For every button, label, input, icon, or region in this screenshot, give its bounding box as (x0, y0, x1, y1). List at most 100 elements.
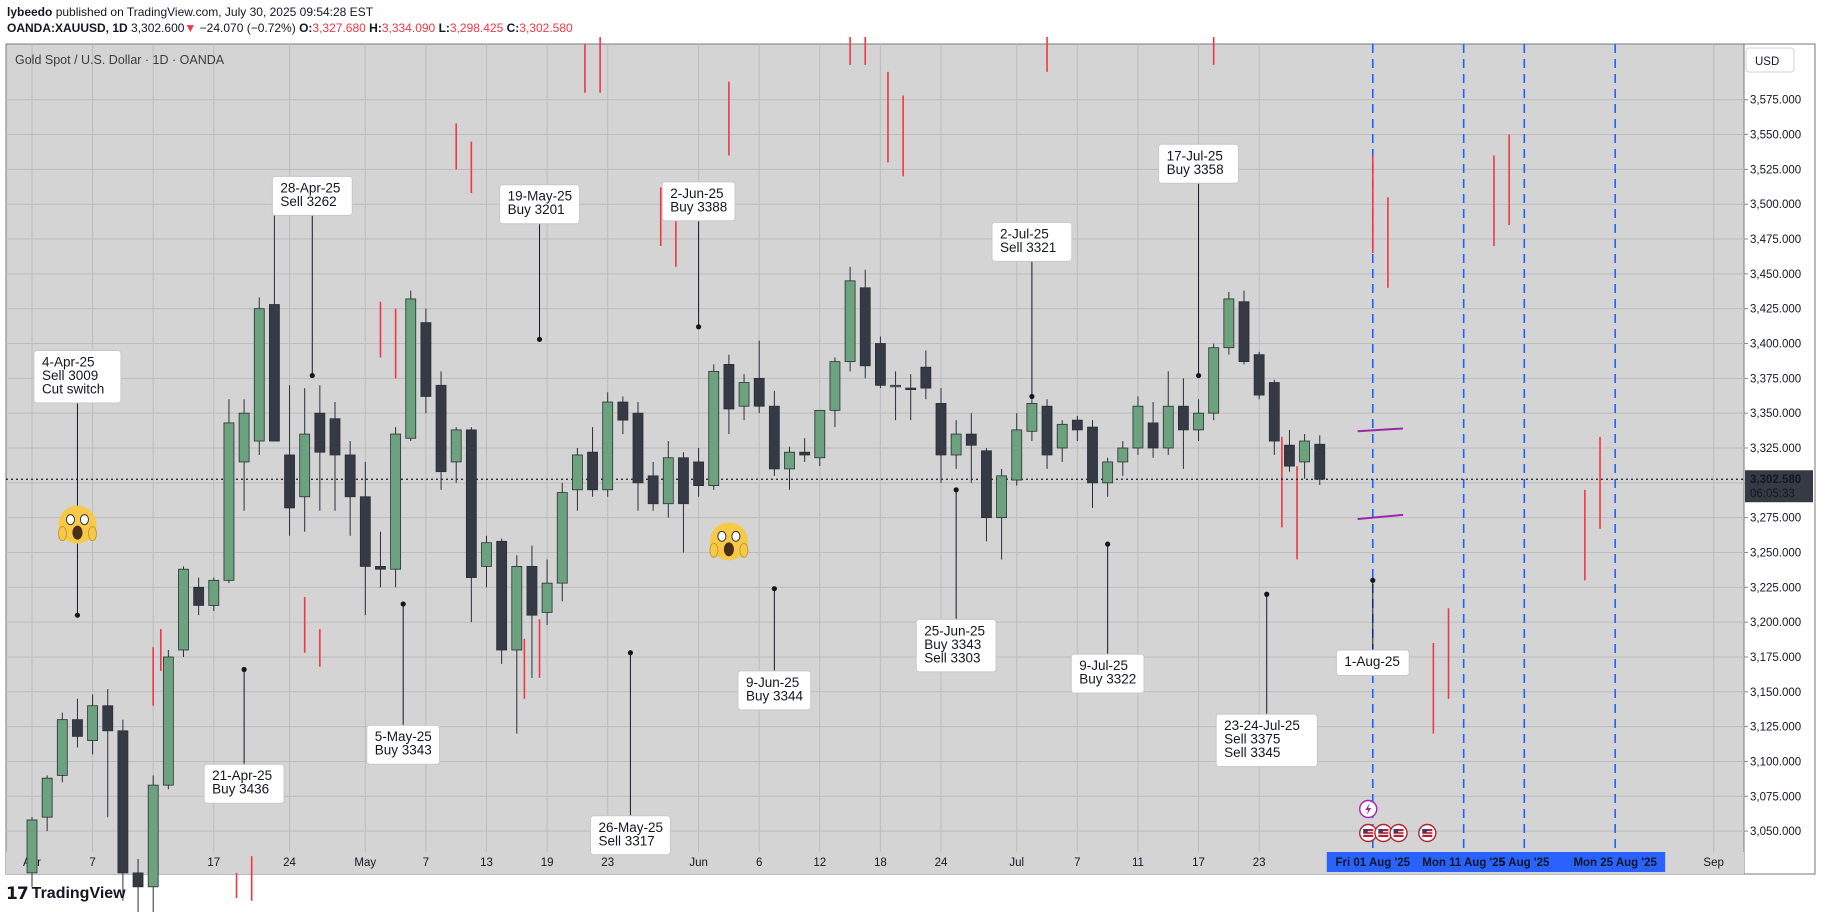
annotation-line: 26-May-25 (598, 820, 663, 835)
last-price-value: 3,302.580 (1750, 474, 1801, 486)
candle (117, 719, 129, 901)
red-projection-lines (152, 37, 1601, 901)
last-price: 3,302.600 (131, 21, 185, 35)
annotation-line: Sell 3262 (280, 194, 336, 209)
lightning-icon[interactable] (1359, 799, 1378, 819)
time-tick-label: 19 (541, 857, 554, 869)
time-tick-label: 12 (813, 857, 826, 869)
candle-body (1071, 419, 1083, 431)
annotation-box (991, 221, 1073, 262)
candle-body (420, 322, 432, 397)
price-tick-label: 3,425.000 (1750, 304, 1801, 316)
candle-body (1238, 301, 1250, 363)
candle (678, 452, 689, 553)
candle-body (193, 586, 205, 606)
candle-body (768, 405, 780, 470)
time-scale[interactable] (6, 852, 1744, 874)
candle (511, 555, 523, 734)
emoji-hand (87, 526, 97, 542)
emoji-mouth (723, 542, 734, 557)
annotation-line: 21-Apr-25 (212, 768, 272, 783)
open-label: O: (299, 21, 313, 35)
candle-body (1026, 403, 1038, 432)
us-flag-event-icon[interactable] (1374, 823, 1393, 843)
candle-body (41, 777, 53, 818)
time-tick-label: 18 (874, 857, 887, 869)
time-tick-label: Jun (689, 857, 708, 869)
flag-canton (1422, 829, 1427, 833)
candle (208, 577, 220, 611)
candle-body (284, 454, 295, 509)
high-label: H: (369, 21, 382, 35)
close-label: C: (506, 21, 520, 35)
chart-pane[interactable] (5, 43, 1745, 875)
price-scale[interactable] (1743, 43, 1816, 875)
annotation-box (366, 724, 441, 765)
candle-body (1268, 382, 1280, 442)
candle-body (1041, 405, 1053, 456)
annotation-line: Buy 3201 (508, 202, 565, 217)
price-change: −24.070 (−0.72%) (199, 21, 296, 35)
candle-body (435, 384, 447, 473)
candle-body (875, 343, 886, 386)
flag-stripes (1393, 829, 1404, 837)
price-tick-label: 3,225.000 (1750, 582, 1801, 594)
time-tick-label: 17 (207, 857, 220, 869)
us-flag-event-icon[interactable] (1418, 823, 1437, 843)
purple-trend-line (1357, 427, 1404, 433)
candle (299, 388, 311, 532)
price-ticks: 3,050.000 3,075.000 3,100.000 3,125.000 3,15… (1744, 95, 1801, 838)
publisher-name[interactable]: lybeedo (7, 5, 53, 19)
annotation-dot (953, 487, 959, 493)
purple-trend-line (1357, 513, 1404, 521)
candle (920, 350, 932, 400)
publish-info: lybeedo published on TradingView.com, Ju… (7, 5, 373, 19)
candle-body (132, 872, 144, 888)
candle-body (1178, 405, 1189, 431)
price-tick-label: 3,450.000 (1750, 269, 1801, 281)
price-tick-label: 3,350.000 (1750, 408, 1801, 420)
candle (405, 290, 417, 442)
emoji-eye (717, 530, 727, 542)
candle (632, 402, 644, 511)
candle (799, 438, 811, 462)
candle-body (102, 705, 114, 732)
time-tick-label: 13 (480, 857, 493, 869)
candle-body (1102, 461, 1114, 484)
candle (647, 461, 659, 511)
candle-body (784, 451, 795, 470)
annotation-line: Buy 3388 (670, 199, 727, 214)
price-tick-label: 3,550.000 (1750, 130, 1801, 142)
us-flag-event-icon[interactable] (1359, 823, 1378, 843)
publish-text: published on TradingView.com, July 30, 2… (55, 5, 374, 19)
annotation-line: 2-Jun-25 (670, 186, 723, 201)
currency-button[interactable]: USD (1745, 47, 1795, 73)
candle (375, 531, 386, 588)
candle (829, 357, 841, 428)
candle (344, 441, 356, 536)
candle-body (1208, 347, 1220, 414)
economic-event-icons[interactable] (1359, 799, 1437, 843)
emoji-markers (57, 505, 749, 561)
candle-body (314, 412, 326, 453)
tradingview-logo-icon: 17 (6, 884, 29, 904)
annotation-dot (696, 324, 702, 330)
down-arrow-icon: ▼ (184, 21, 197, 35)
candle-body (56, 719, 68, 776)
us-flag-event-icon[interactable] (1389, 823, 1408, 843)
candle-body (1132, 405, 1144, 449)
high-value: 3,334.090 (381, 21, 436, 35)
candle (1299, 434, 1310, 479)
candlestick-series[interactable] (26, 204, 1326, 912)
candle-body (647, 475, 659, 505)
candle (359, 461, 371, 616)
symbol-label: OANDA:XAUUSD, 1D (7, 21, 128, 35)
